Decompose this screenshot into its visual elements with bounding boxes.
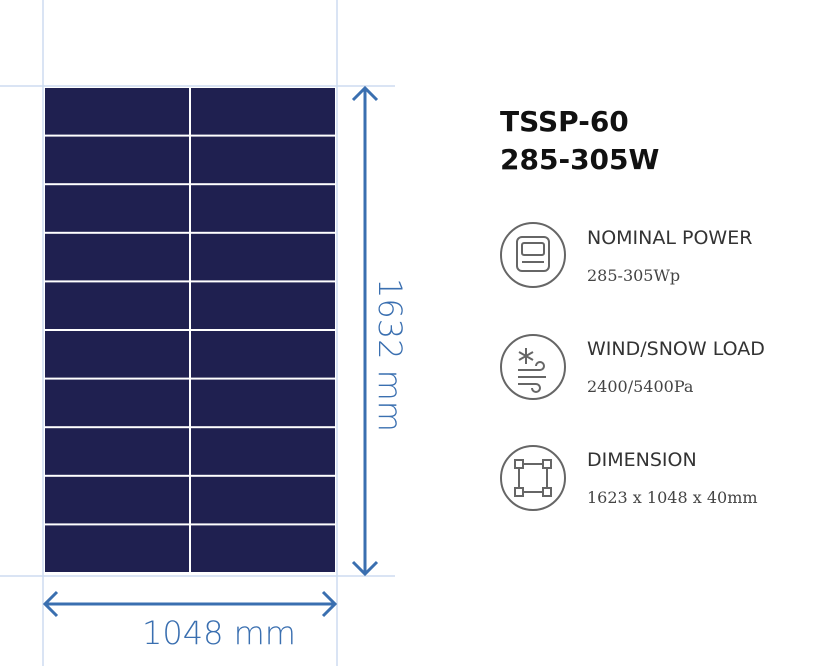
panel-cell [191, 136, 335, 184]
panel-cell [191, 428, 335, 475]
power-range: 285-305W [500, 143, 660, 176]
panel-cell [45, 525, 189, 572]
width-arrow [42, 590, 338, 618]
spec-label: WIND/SNOW LOAD [587, 338, 765, 360]
panel-cell [191, 379, 335, 427]
panel-cell [45, 379, 189, 427]
height-arrow [351, 85, 379, 577]
panel-cell [45, 136, 189, 184]
panel-cell [45, 88, 189, 135]
panel-cell [45, 282, 189, 329]
spec-value: 1623 x 1048 x 40mm [587, 488, 758, 507]
panel-cell [191, 525, 335, 572]
panel-cell [191, 233, 335, 281]
panel-cell [191, 282, 335, 329]
panel-cell [45, 331, 189, 378]
wind-snow-icon [500, 334, 566, 400]
dimension-icon [500, 445, 566, 511]
spec-value: 2400/5400Pa [587, 377, 694, 396]
power-icon [500, 222, 566, 288]
spec-label: NOMINAL POWER [587, 227, 752, 249]
model-name: TSSP-60 [500, 105, 629, 138]
panel-cell [191, 331, 335, 378]
panel-cell [45, 476, 189, 524]
spec-value: 285-305Wp [587, 266, 680, 285]
panel-cell [45, 185, 189, 232]
height-label: 1632 mm [371, 278, 409, 432]
panel-cell [191, 185, 335, 232]
panel-cell [191, 476, 335, 524]
width-label: 1048 mm [142, 614, 296, 652]
panel-cell [191, 88, 335, 135]
solar-panel [43, 86, 337, 574]
spec-label: DIMENSION [587, 449, 697, 471]
panel-cell [45, 428, 189, 475]
panel-cell [45, 233, 189, 281]
